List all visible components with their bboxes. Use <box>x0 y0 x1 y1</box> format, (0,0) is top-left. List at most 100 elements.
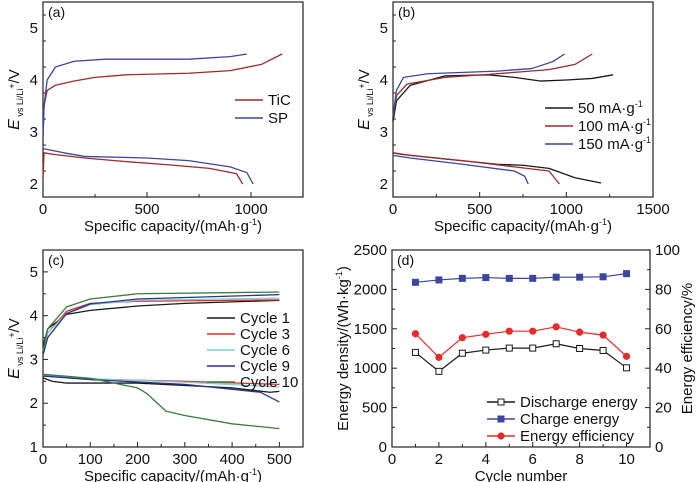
y-tick-label: 2 <box>30 395 38 412</box>
y-tick-label: 4 <box>30 308 38 325</box>
y-tick-label: 2000 <box>354 281 387 298</box>
series-line-charge-energy <box>415 273 627 283</box>
y-tick-label: 0 <box>379 439 387 456</box>
legend-label-text: TiC <box>268 92 291 109</box>
data-point <box>529 327 537 335</box>
series-line-100-ma-g <box>392 53 593 117</box>
data-point <box>622 352 631 360</box>
x-tick-label: 8 <box>575 451 583 468</box>
y-tick-label: 1500 <box>354 321 387 338</box>
y-right-tick-label: 80 <box>655 281 672 298</box>
y-tick-label: 3 <box>30 351 38 368</box>
x-axis-label-sup: -1 <box>249 467 257 477</box>
legend-label: Cycle 9 <box>240 358 290 375</box>
data-point <box>411 330 420 338</box>
data-point <box>599 273 607 281</box>
y-right-tick-label: 100 <box>655 242 680 259</box>
y-axis-label-sup: + <box>357 83 367 88</box>
legend-label-sup: -1 <box>643 117 651 127</box>
panel-label: (a) <box>48 4 65 20</box>
legend-label: Cycle 1 <box>240 310 290 327</box>
panel-b: 0 500 1000 1500 2 3 4 5 (b) Specific capacity/(mA… <box>356 1 670 235</box>
x-axis-label-text: Cycle number <box>475 468 568 482</box>
legend-label-text: SP <box>268 110 288 127</box>
x-tick-label: 1500 <box>636 201 669 218</box>
legend-label: 100 mA·g-1 <box>578 117 651 135</box>
series-line-cycle-9 <box>42 375 280 403</box>
y-axis-label-symbol: E <box>356 119 373 130</box>
legend-label: Energy efficiency <box>520 428 634 445</box>
panel-label: (c) <box>48 252 64 268</box>
series-line-100-ma-g <box>392 152 560 185</box>
y-left-axis-label-text: Energy density/(Wh·kg <box>335 279 352 431</box>
x-tick-label: 500 <box>267 451 292 468</box>
data-point <box>529 274 537 282</box>
legend-label: Cycle 10 <box>240 374 298 391</box>
x-tick-label: 0 <box>388 451 396 468</box>
legend-marker <box>497 398 505 406</box>
x-axis-label: Specific capacity/(mAh·g-1) <box>84 217 262 235</box>
y-axis-label-sub: vs Li/Li <box>15 338 25 369</box>
x-axis-label: Cycle number <box>475 468 568 482</box>
y-axis-label-sup: + <box>7 332 17 337</box>
series-line-tic <box>42 53 283 138</box>
y-axis-label-end: /V <box>6 69 23 83</box>
series-line-150-ma-g <box>392 154 529 185</box>
y-tick-label: 5 <box>30 20 38 37</box>
y-left-axis-label-sup: -1 <box>334 271 344 279</box>
y-tick-label: 1000 <box>354 360 387 377</box>
y-right-tick-label: 60 <box>655 321 672 338</box>
y-tick-label: 3 <box>380 124 388 141</box>
x-axis-label: Specific capacity/(mAh·g-1) <box>434 217 612 235</box>
series-line-cycle-6 <box>42 374 280 388</box>
legend-label-sup: -1 <box>635 99 643 109</box>
data-point <box>435 353 443 361</box>
x-tick-label: 400 <box>220 451 245 468</box>
y-axis-label-end: /V <box>356 69 373 83</box>
y-tick-label: 4 <box>30 72 38 89</box>
legend-marker <box>497 415 505 423</box>
data-point <box>552 340 560 348</box>
y-tick-label: 2500 <box>354 242 387 259</box>
data-point <box>482 330 490 338</box>
x-axis-label-text: Specific capacity/(mAh·g <box>434 218 599 235</box>
y-axis-label-sub: vs Li/Li <box>15 89 25 120</box>
x-tick-label: 10 <box>618 451 635 468</box>
series-line-cycle-9 <box>42 294 280 356</box>
data-point <box>623 364 631 372</box>
series-line-tic <box>42 152 244 185</box>
data-point <box>482 346 490 354</box>
series-line-cycle-1 <box>42 377 280 393</box>
y-axis-label-sup: + <box>7 83 17 88</box>
data-point <box>458 274 466 282</box>
legend-label-text: Discharge energy <box>520 394 638 411</box>
x-tick-label: 0 <box>39 201 47 218</box>
legend-label-text: Cycle 9 <box>240 358 290 375</box>
data-point <box>623 270 631 278</box>
legend-label: Charge energy <box>520 411 620 428</box>
legend-label-text: Cycle 3 <box>240 326 290 343</box>
y-tick-label: 5 <box>30 264 38 281</box>
panel-label: (b) <box>398 4 415 20</box>
legend-label-sup: -1 <box>643 135 651 145</box>
legend-label: Cycle 6 <box>240 342 290 359</box>
y-tick-label: 500 <box>362 400 387 417</box>
y-right-tick-label: 0 <box>655 439 663 456</box>
series-line-sp <box>42 53 247 138</box>
panel-c: 0 100 200 300 400 500 1 2 3 4 5 (c) Specific capacit… <box>6 249 304 482</box>
legend-label-text: 50 mA·g <box>578 100 635 117</box>
x-tick-label: 1000 <box>234 201 267 218</box>
data-point <box>435 367 443 375</box>
series-line-discharge-energy <box>415 343 627 373</box>
data-point <box>576 273 584 281</box>
y-tick-label: 2 <box>30 176 38 193</box>
data-point <box>458 349 466 357</box>
legend-label-text: Cycle 10 <box>240 374 298 391</box>
y-left-axis-label-end: ) <box>335 266 352 271</box>
y-axis-label-sub: vs Li/Li <box>365 89 375 120</box>
